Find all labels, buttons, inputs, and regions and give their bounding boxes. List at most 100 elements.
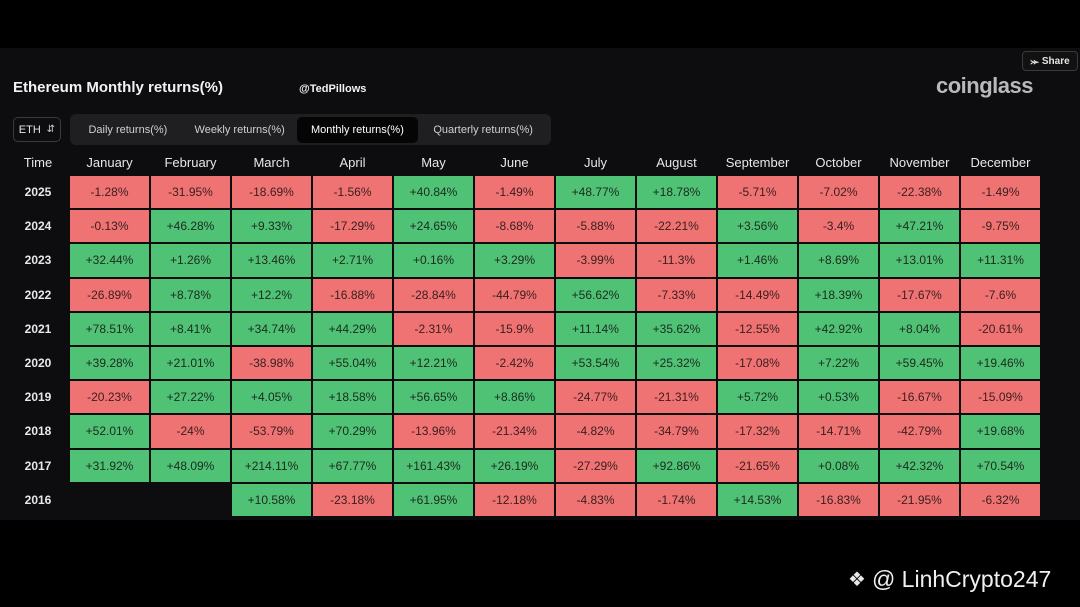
return-cell: +48.77% [556,176,635,209]
tab-daily-returns[interactable]: Daily returns(%) [88,123,168,136]
return-cell: +56.62% [556,278,635,311]
asset-select[interactable]: ETH ⇵ [13,117,61,142]
return-cell: -21.34% [475,415,554,448]
return-cell: -42.79% [880,415,959,448]
return-cell: -21.65% [718,449,797,482]
return-cell: +12.2% [232,278,311,311]
return-cell: +12.21% [394,346,473,380]
return-cell: -20.61% [961,312,1040,345]
return-cell: -21.31% [637,381,716,414]
return-cell: -28.84% [394,278,473,311]
return-cell: +31.92% [70,449,149,482]
return-cell: +13.46% [232,244,311,277]
return-cell: +0.16% [394,244,473,277]
return-cell: -26.89% [70,278,149,311]
column-header-september: September [725,154,790,170]
return-cell: +18.39% [799,278,878,311]
return-cell: -7.6% [961,278,1040,311]
return-cell: +1.26% [151,244,230,277]
return-cell: -5.88% [556,210,635,243]
return-cell: +9.33% [232,210,311,243]
return-cell: -1.28% [70,176,149,209]
return-cell: +10.58% [232,483,311,516]
return-cell: -17.29% [313,210,392,243]
return-cell: -38.98% [232,346,311,380]
return-cell: -2.42% [475,346,554,380]
return-cell: -7.02% [799,176,878,209]
return-cell: -0.13% [70,210,149,243]
return-cell: +59.45% [880,346,959,380]
return-cell: +5.72% [718,381,797,414]
return-cell: -14.71% [799,415,878,448]
return-cell: -17.08% [718,346,797,380]
return-cell: +52.01% [70,415,149,448]
return-cell: +46.28% [151,210,230,243]
return-cell: +42.32% [880,449,959,482]
return-cell: -24% [151,415,230,448]
return-cell: -11.3% [637,244,716,277]
return-cell: +8.04% [880,312,959,345]
return-cell: -13.96% [394,415,473,448]
return-cell: +1.46% [718,244,797,277]
return-cell: -1.56% [313,176,392,209]
return-cell: -16.67% [880,381,959,414]
row-year: 2021 [24,321,52,336]
return-cell: -14.49% [718,278,797,311]
return-cell: -27.29% [556,449,635,482]
tab-monthly-returns[interactable]: Monthly returns(%) [296,116,419,143]
return-cell: +8.41% [151,312,230,345]
period-tabs: Daily returns(%) Weekly returns(%) Month… [70,114,551,145]
return-cell: +70.54% [961,449,1040,482]
tab-quarterly-returns[interactable]: Quarterly returns(%) [433,123,533,136]
return-cell: -6.32% [961,483,1040,516]
return-cell: +3.29% [475,244,554,277]
return-cell: -16.83% [799,483,878,516]
return-cell: -31.95% [151,176,230,209]
return-cell: -2.31% [394,312,473,345]
return-cell: -12.55% [718,312,797,345]
return-cell: -44.79% [475,278,554,311]
row-year: 2017 [24,458,52,473]
return-cell: -22.38% [880,176,959,209]
return-cell: -22.21% [637,210,716,243]
return-cell: -4.83% [556,483,635,516]
return-cell: +27.22% [151,381,230,414]
return-cell: +35.62% [637,312,716,345]
return-cell: +47.21% [880,210,959,243]
column-header-november: November [889,154,950,170]
return-cell: +61.95% [394,483,473,516]
share-button[interactable]: ⪼ Share [1022,51,1078,71]
column-header-april: April [339,154,366,170]
row-year: 2018 [24,424,52,439]
return-cell: +11.14% [556,312,635,345]
column-header-july: July [583,154,608,170]
return-cell: -16.88% [313,278,392,311]
watermark-text: @ LinhCrypto247 [871,566,1052,592]
return-cell: -9.75% [961,210,1040,243]
return-cell: -1.49% [475,176,554,209]
return-cell: +42.92% [799,312,878,345]
return-cell: -24.77% [556,381,635,414]
return-cell: +56.65% [394,381,473,414]
return-cell: +0.53% [799,381,878,414]
return-cell: -18.69% [232,176,311,209]
share-label: Share [1041,55,1070,67]
return-cell: -4.82% [556,415,635,448]
return-cell: +55.04% [313,346,392,380]
return-cell: +19.68% [961,415,1040,448]
column-header-may: May [421,154,446,170]
coinglass-logo: coinglass [936,73,1033,98]
asset-select-value: ETH [18,123,41,136]
row-year: 2022 [24,287,52,302]
return-cell: -17.32% [718,415,797,448]
column-header-february: February [164,154,217,170]
watermark: ❖ @ LinhCrypto247 [848,566,1051,593]
return-cell: +14.53% [718,483,797,516]
monthly-returns-table: Time January February March April May June July… [8,150,1048,516]
return-cell: +8.78% [151,278,230,311]
author-handle: @TedPillows [299,83,367,95]
return-cell: +19.46% [961,346,1040,380]
return-cell: +34.74% [232,312,311,345]
tab-weekly-returns[interactable]: Weekly returns(%) [194,123,285,136]
return-cell: +39.28% [70,346,149,380]
